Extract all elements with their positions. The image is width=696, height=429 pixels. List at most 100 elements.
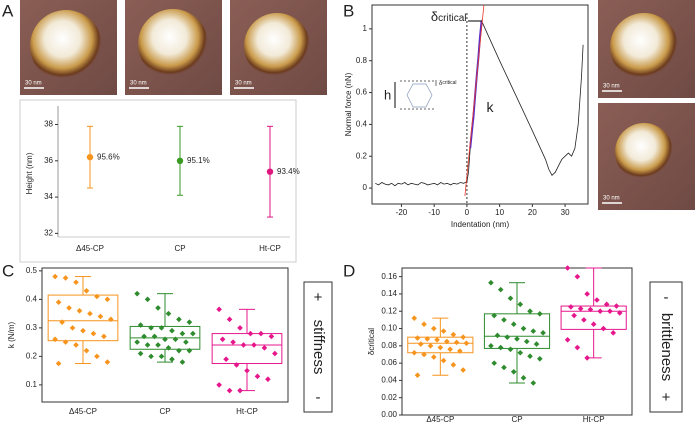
box bbox=[47, 294, 119, 342]
data-point bbox=[447, 346, 453, 353]
data-point bbox=[169, 356, 175, 363]
data-point bbox=[491, 312, 497, 319]
inset bbox=[394, 80, 437, 110]
plot-frame bbox=[41, 267, 289, 403]
y-tick-label: 0.4 bbox=[26, 294, 38, 303]
scale-label: 30 nm bbox=[25, 81, 42, 87]
data-point bbox=[501, 364, 507, 371]
panel-label: B bbox=[343, 1, 354, 20]
data-point bbox=[97, 313, 104, 320]
data-point bbox=[450, 362, 457, 368]
y-tick-label: 32 bbox=[44, 228, 53, 237]
scale-label: 30 nm bbox=[603, 84, 620, 90]
x-tick-label: Δ45-CP bbox=[426, 415, 454, 424]
data-point bbox=[590, 321, 597, 328]
y-tick-label: 0.6 bbox=[356, 88, 368, 97]
data-point bbox=[155, 342, 161, 348]
data-point bbox=[594, 297, 600, 303]
data-point bbox=[414, 335, 421, 341]
data-point bbox=[158, 353, 165, 360]
afm-particle bbox=[615, 123, 673, 181]
data-point bbox=[66, 305, 72, 311]
side-frame bbox=[303, 281, 333, 413]
y-tick-label: 0.04 bbox=[381, 376, 397, 385]
data-point bbox=[587, 306, 594, 313]
x-axis-title: Indentation (nm) bbox=[451, 220, 510, 229]
x-tick-label: Δ45-CP bbox=[69, 407, 97, 416]
data-point bbox=[73, 279, 79, 286]
scale-label: 30 nm bbox=[603, 196, 620, 202]
data-point bbox=[144, 342, 151, 348]
data-point bbox=[108, 316, 114, 323]
data-point bbox=[581, 317, 587, 323]
y-tick-label: 38 bbox=[44, 120, 53, 129]
data-point bbox=[148, 353, 154, 360]
delta-part: critical bbox=[438, 13, 466, 24]
y-tick-label: 0.02 bbox=[381, 393, 397, 402]
x-tick-label: Δ45-CP bbox=[76, 244, 104, 253]
data-point bbox=[584, 291, 590, 297]
annotation: 93.4% bbox=[277, 167, 300, 176]
annotation: 95.1% bbox=[187, 156, 210, 165]
inset-hexagon bbox=[406, 83, 433, 108]
data-point bbox=[179, 359, 186, 365]
data-point bbox=[268, 333, 275, 340]
data-point bbox=[148, 325, 154, 331]
y-tick-label: 0.3 bbox=[26, 323, 38, 332]
data-point bbox=[463, 340, 470, 347]
data-point bbox=[527, 308, 533, 315]
data-point bbox=[437, 344, 444, 351]
y-tick-label: 0.06 bbox=[381, 358, 397, 367]
y-tick-label: 0.08 bbox=[381, 341, 397, 350]
data-point bbox=[564, 265, 571, 271]
y-axis-title: Normal force (nN) bbox=[344, 72, 353, 136]
y-tick-label: 0.12 bbox=[381, 306, 397, 315]
data-point bbox=[537, 355, 543, 362]
data-point bbox=[520, 325, 527, 332]
data-point bbox=[603, 301, 610, 308]
data-point bbox=[80, 327, 86, 334]
data-point bbox=[497, 344, 504, 351]
x-tick-label: 0 bbox=[465, 208, 470, 217]
k-label: k bbox=[487, 99, 495, 115]
data-point bbox=[431, 325, 437, 332]
point bbox=[86, 153, 94, 161]
data-point bbox=[216, 382, 222, 388]
data-point bbox=[568, 304, 574, 310]
data-point bbox=[240, 342, 247, 348]
data-point bbox=[254, 373, 261, 380]
data-point bbox=[165, 310, 172, 317]
data-point bbox=[237, 387, 243, 394]
x-tick-label: -20 bbox=[396, 208, 408, 217]
data-point bbox=[411, 349, 418, 356]
delta-part: δ bbox=[431, 9, 438, 24]
data-point bbox=[520, 375, 527, 381]
afm-particle bbox=[138, 9, 208, 79]
data-point bbox=[421, 351, 427, 358]
data-point bbox=[165, 345, 172, 351]
data-point bbox=[134, 339, 140, 345]
x-tick-label: 20 bbox=[528, 208, 537, 217]
data-point bbox=[488, 343, 494, 349]
data-point bbox=[272, 350, 278, 357]
y-tick-label: 36 bbox=[44, 156, 53, 165]
data-point bbox=[453, 339, 460, 346]
data-point bbox=[247, 330, 254, 337]
x-tick-label: CP bbox=[511, 415, 522, 424]
data-point bbox=[179, 330, 186, 337]
x-tick-label: CP bbox=[159, 407, 170, 416]
annotation: 95.6% bbox=[97, 152, 120, 161]
y-tick-label: 0.16 bbox=[381, 272, 397, 281]
data-point bbox=[460, 367, 466, 373]
box bbox=[211, 333, 283, 365]
data-point bbox=[421, 321, 427, 328]
panel-a-frame bbox=[19, 99, 297, 263]
x-tick-label: Ht-CP bbox=[259, 244, 281, 253]
plot-frame bbox=[401, 267, 633, 416]
data-point bbox=[73, 342, 79, 348]
data-point bbox=[94, 353, 100, 360]
data-point bbox=[427, 343, 434, 349]
y-tick-label: 0 bbox=[363, 183, 368, 192]
y-tick-label: 0.2 bbox=[356, 151, 368, 160]
point bbox=[266, 168, 274, 175]
